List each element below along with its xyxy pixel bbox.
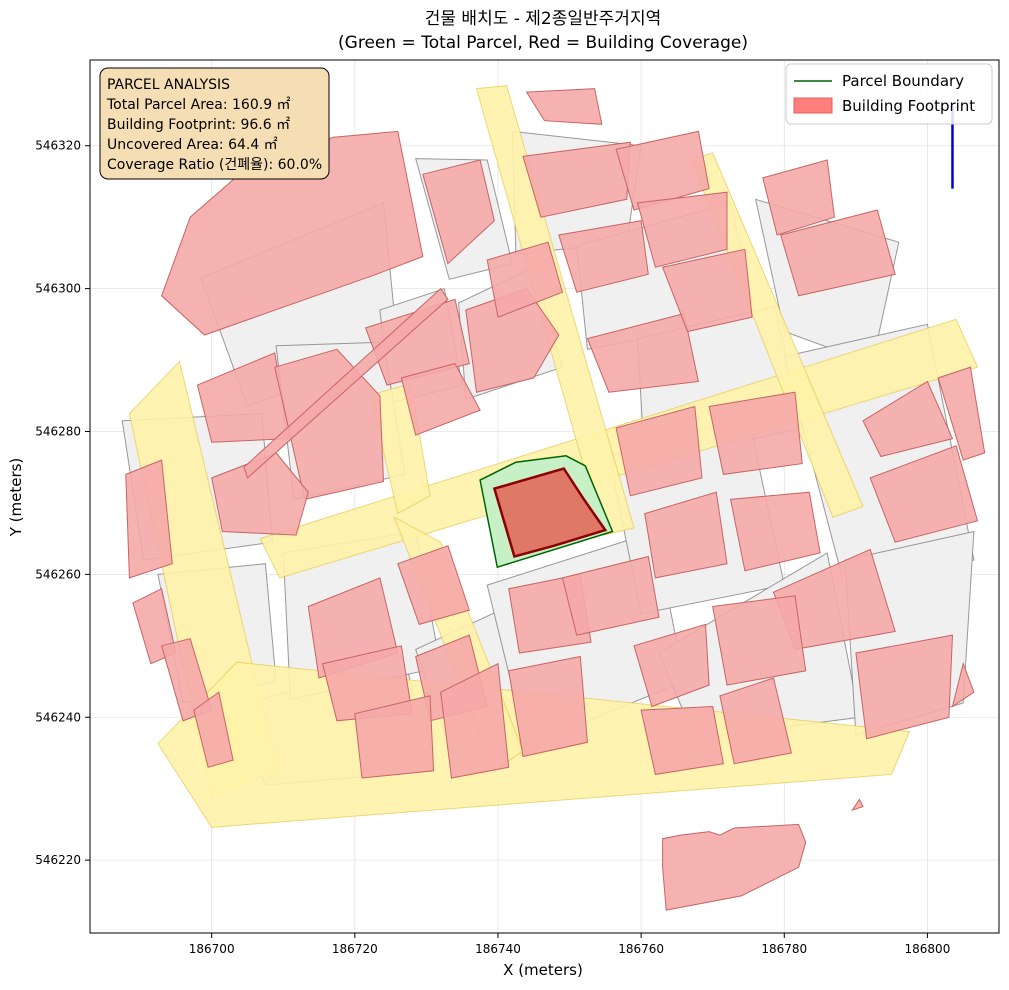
building-footprint	[661, 248, 753, 333]
building-footprint	[397, 545, 470, 626]
building-footprint	[161, 130, 424, 336]
building-footprint	[862, 380, 954, 458]
building-footprint	[243, 287, 449, 479]
building-footprint	[422, 159, 495, 265]
building-footprint	[525, 88, 603, 125]
building-footprint	[869, 445, 979, 543]
building-footprint	[644, 491, 728, 579]
building-footprint	[440, 662, 510, 779]
info-coverage-ratio: Coverage Ratio (건폐율): 60.0%	[107, 157, 322, 173]
info-box-background	[99, 67, 330, 180]
x-axis-label: X (meters)	[503, 961, 583, 979]
building-footprint	[730, 491, 821, 572]
plot-frame	[89, 59, 1000, 934]
y-axis-label: Y (meters)	[7, 458, 25, 538]
building-footprint	[486, 241, 564, 318]
legend-frame	[785, 63, 993, 125]
building-footprint	[636, 191, 728, 268]
map-layer	[121, 85, 986, 911]
building-footprint	[558, 220, 649, 293]
building-footprint	[662, 823, 807, 911]
legend-parcel-boundary-label: Parcel Boundary	[842, 72, 964, 90]
info-uncovered-area: Uncovered Area: 64.4 ㎡	[107, 137, 278, 153]
building-footprint	[586, 312, 700, 393]
y-tick-label: 546240	[35, 710, 81, 724]
building-footprint	[561, 555, 660, 636]
building-footprint	[508, 655, 588, 758]
legend: Parcel Boundary Building Footprint	[785, 63, 993, 125]
building-footprint	[762, 159, 835, 236]
building-footprint	[851, 798, 864, 812]
info-box-title: PARCEL ANALYSIS	[107, 77, 230, 93]
y-tick-label: 546260	[35, 567, 81, 581]
building-footprint	[615, 130, 710, 211]
building-footprint	[400, 363, 481, 436]
y-tick-label: 546220	[35, 853, 81, 867]
road	[475, 85, 635, 536]
x-tick-label: 186720	[332, 942, 378, 956]
building-footprint	[640, 705, 724, 775]
building-footprint	[125, 459, 173, 579]
x-tick-label: 186700	[189, 942, 235, 956]
info-total-parcel-area: Total Parcel Area: 160.9 ㎡	[106, 97, 291, 113]
building-footprint	[522, 141, 631, 218]
building-footprint	[274, 348, 385, 500]
y-tick-label: 546300	[35, 282, 81, 296]
building-footprint	[855, 634, 954, 740]
legend-building-footprint-swatch	[793, 97, 833, 114]
building-footprint	[193, 691, 234, 768]
x-tick-label: 186760	[618, 942, 664, 956]
y-tick-label: 546280	[35, 424, 81, 438]
legend-building-footprint-label: Building Footprint	[842, 97, 975, 115]
building-footprint	[708, 391, 803, 475]
x-tick-label: 186800	[905, 942, 951, 956]
x-tick-label: 186740	[475, 942, 521, 956]
y-tick-label: 546320	[35, 139, 81, 153]
building-footprint	[633, 623, 710, 708]
chart-subtitle: (Green = Total Parcel, Red = Building Co…	[338, 33, 748, 53]
building-footprint	[354, 695, 435, 779]
info-building-footprint: Building Footprint: 96.6 ㎡	[107, 117, 290, 133]
building-footprint	[719, 677, 793, 765]
x-tick-label: 186780	[761, 942, 807, 956]
building-footprint	[937, 366, 986, 461]
building-footprint	[712, 595, 807, 686]
target-building-footprint	[492, 467, 608, 559]
chart-title: 건물 배치도 - 제2종일반주거지역	[425, 9, 661, 29]
building-footprint	[615, 405, 703, 497]
parcel-analysis-box: PARCEL ANALYSIS Total Parcel Area: 160.9…	[99, 67, 330, 180]
axis-ticks: 186700 186720 186740 186760 186780 186800 5462…	[35, 139, 950, 956]
building-footprint	[780, 209, 896, 297]
building-footprint	[951, 662, 975, 708]
